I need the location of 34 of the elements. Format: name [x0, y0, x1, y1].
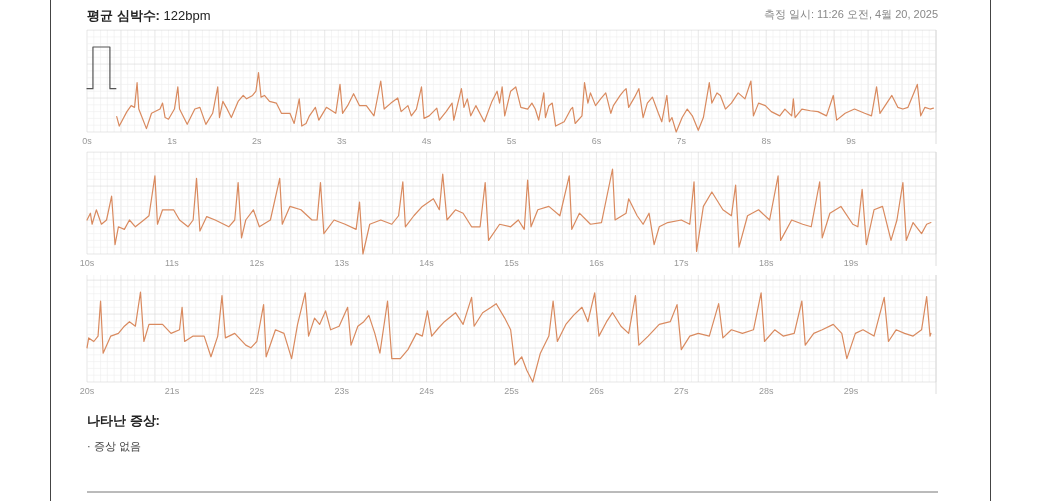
annotation: 나타난 증상: — [87, 413, 160, 428]
x-tick: 25s — [504, 386, 519, 396]
x-tick: 0s — [82, 136, 92, 146]
x-tick: 2s — [252, 136, 262, 146]
x-tick: 7s — [676, 136, 687, 146]
x-tick: 20s — [79, 386, 95, 396]
x-tick: 13s — [334, 258, 349, 268]
x-tick: 22s — [249, 386, 265, 396]
x-tick: 23s — [334, 386, 349, 396]
x-tick: 5s — [506, 136, 517, 146]
x-tick: 6s — [591, 136, 602, 146]
subtitle: 측정 일시: 11:26 오전, 4월 20, 2025 — [763, 8, 938, 20]
x-tick: 19s — [843, 258, 859, 268]
x-tick: 29s — [843, 386, 859, 396]
x-tick: 18s — [758, 258, 774, 268]
x-tick: 9s — [846, 136, 856, 146]
x-tick: 26s — [589, 386, 604, 396]
x-tick: 4s — [421, 136, 432, 146]
x-tick: 28s — [758, 386, 774, 396]
x-tick: 24s — [419, 386, 434, 396]
x-tick: 16s — [589, 258, 604, 268]
x-tick: 12s — [249, 258, 265, 268]
x-tick: 11s — [165, 258, 179, 268]
x-tick: 1s — [167, 136, 177, 146]
x-tick: 8s — [761, 136, 771, 146]
x-tick: 17s — [674, 258, 689, 268]
annotation: · 증상 없음 — [87, 440, 141, 452]
x-tick: 27s — [674, 386, 689, 396]
x-tick: 21s — [164, 386, 180, 396]
x-tick: 15s — [504, 258, 519, 268]
x-tick: 10s — [79, 258, 95, 268]
title: 평균 심박수: 122bpm — [87, 8, 211, 23]
x-tick: 3s — [336, 136, 347, 146]
x-tick: 14s — [419, 258, 434, 268]
